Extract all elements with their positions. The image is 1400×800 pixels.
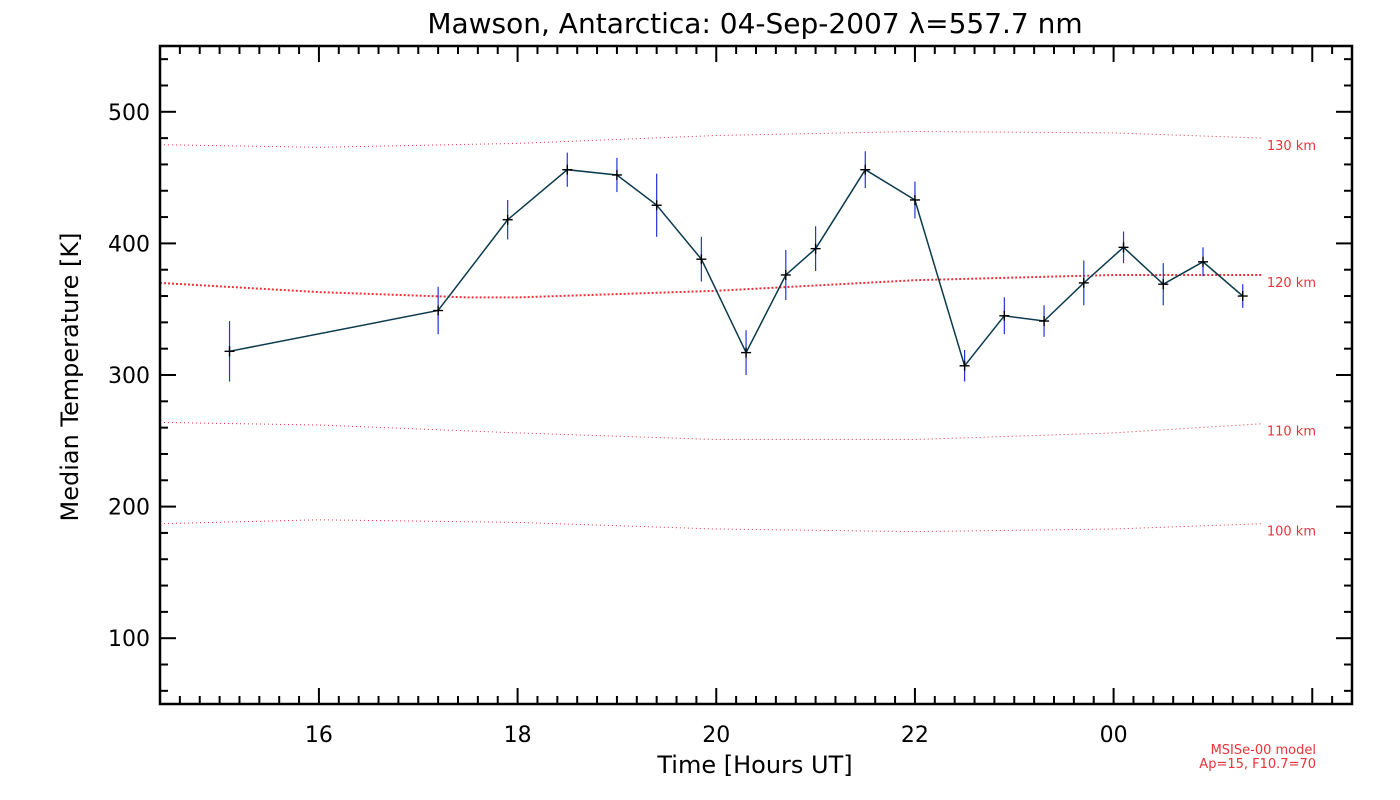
x-tick-label-18: 18 [504, 723, 532, 748]
data-point-12 [959, 360, 970, 371]
y-axis-label: Median Temperature [K] [56, 232, 84, 521]
data-point-9 [810, 243, 821, 254]
y-tick-label-400: 400 [108, 232, 150, 257]
series-line [229, 168, 1244, 368]
model-label-120-km: 120 km [1267, 276, 1316, 291]
model-curves: 130 km 120 km 110 km 100 km [159, 130, 1316, 540]
data-point-1 [433, 305, 444, 316]
data-point-6 [696, 254, 707, 265]
data-point-13 [999, 310, 1010, 321]
y-tick-label-300: 300 [108, 364, 150, 389]
data-point-4 [611, 169, 622, 180]
y-tick-label-500: 500 [108, 101, 150, 126]
data-point-3 [562, 164, 573, 175]
data-point-8 [780, 269, 791, 280]
model-footnote-line-2: Ap=15, F10.7=70 [1199, 757, 1316, 772]
x-tick-label-00: 00 [1100, 723, 1128, 748]
data-point-17 [1158, 279, 1169, 290]
y-tick-label-100: 100 [108, 627, 150, 652]
data-point-7 [741, 347, 752, 358]
data-point-10 [860, 164, 871, 175]
data-point-14 [1039, 316, 1050, 327]
data-point-16 [1118, 242, 1129, 253]
data-point-5 [651, 200, 662, 211]
y-tick-label-200: 200 [108, 496, 150, 521]
x-tick-label-16: 16 [305, 723, 333, 748]
data-series [224, 151, 1248, 382]
model-curve-100-km [159, 519, 1263, 533]
data-point-0 [224, 346, 235, 357]
model-curve-120-km [159, 274, 1263, 299]
x-axis-label: Time [Hours UT] [656, 751, 852, 779]
plot-axes: 16 18 20 22 00 100 200 300 400 500 [108, 44, 1354, 748]
model-curve-130-km [159, 130, 1263, 148]
model-label-100-km: 100 km [1267, 525, 1316, 540]
x-tick-label-20: 20 [702, 723, 730, 748]
data-point-11 [909, 194, 920, 205]
plot-frame [158, 44, 1354, 706]
model-footnote-line-1: MSISe-00 model [1211, 743, 1316, 758]
model-curve-110-km [159, 421, 1263, 440]
x-tick-label-22: 22 [901, 723, 929, 748]
model-label-130-km: 130 km [1267, 139, 1316, 154]
data-point-18 [1198, 256, 1208, 267]
data-point-2 [502, 214, 513, 225]
data-point-15 [1078, 277, 1089, 288]
data-point-19 [1237, 291, 1248, 302]
model-label-110-km: 110 km [1267, 425, 1316, 440]
chart-title: Mawson, Antarctica: 04-Sep-2007 λ=557.7 … [427, 7, 1082, 40]
